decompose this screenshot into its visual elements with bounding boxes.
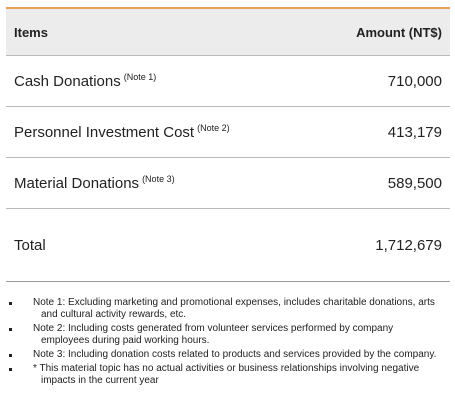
total-label: Total xyxy=(14,236,46,254)
note-text: Note 3: Including donation costs related… xyxy=(33,349,437,360)
table: Items Amount (NT$) Cash Donations (Note 1… xyxy=(6,7,450,282)
header-cell: Items xyxy=(14,24,48,40)
amount-cell: 413,179 xyxy=(387,123,442,141)
total-amount: 1,712,679 xyxy=(375,236,442,254)
note-ref: (Note 1) xyxy=(123,72,157,82)
table-header: Items Amount (NT$) xyxy=(6,9,450,56)
note: Note 3: Including donation costs related… xyxy=(8,349,443,361)
note-text: * This material topic has no actual acti… xyxy=(33,363,420,386)
note: Note 2: Including costs generated from v… xyxy=(8,323,443,347)
item-cell: Material Donations (Note 3) xyxy=(14,174,175,192)
note-text: Note 1: Excluding marketing and promotio… xyxy=(33,297,435,320)
note-ref: (Note 2) xyxy=(197,123,230,133)
item-label: Cash Donations xyxy=(14,73,121,90)
item-cell: Personnel Investment Cost (Note 2) xyxy=(14,123,230,141)
total-row: Total 1,712,679 xyxy=(6,209,450,282)
table-row: Cash Donations (Note 1) 710,000 xyxy=(6,56,450,107)
amount-cell: 710,000 xyxy=(387,72,442,90)
header-cell: Amount (NT$) xyxy=(356,24,442,40)
item-label: Material Donations xyxy=(14,175,140,192)
note: * This material topic has no actual acti… xyxy=(8,363,443,387)
table-body: Cash Donations (Note 1) 710,000 Personnel I… xyxy=(6,56,450,209)
amount-cell: 589,500 xyxy=(387,174,442,192)
table-row: Material Donations (Note 3) 589,500 xyxy=(6,158,450,209)
note-ref: (Note 3) xyxy=(142,174,175,184)
note: Note 1: Excluding marketing and promotio… xyxy=(8,297,443,321)
note-text: Note 2: Including costs generated from v… xyxy=(33,323,394,346)
notes: Note 1: Excluding marketing and promotio… xyxy=(8,297,443,389)
table-row: Personnel Investment Cost (Note 2) 413,179 xyxy=(6,107,450,158)
item-cell: Cash Donations (Note 1) xyxy=(14,72,156,90)
item-label: Personnel Investment Cost xyxy=(14,124,195,141)
